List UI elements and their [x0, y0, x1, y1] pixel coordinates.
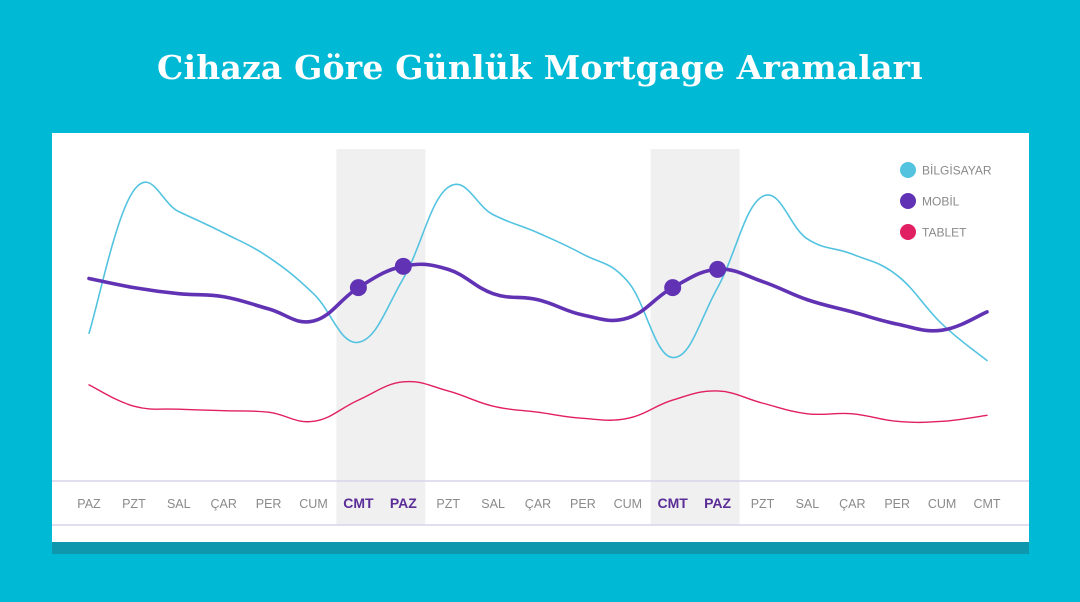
series-line-bilgisayar — [88, 181, 988, 362]
x-tick-label: CMT — [343, 495, 374, 511]
x-tick-label: ÇAR — [839, 497, 865, 511]
x-tick-label: PAZ — [704, 495, 731, 511]
x-tick-label: PZT — [436, 497, 460, 511]
legend-swatch — [900, 193, 916, 209]
x-tick-label: PZT — [122, 497, 146, 511]
weekend-highlight-band — [650, 149, 740, 525]
x-tick-label: CUM — [928, 497, 956, 511]
legend-label: TABLET — [922, 226, 967, 240]
chart-title: Cihaza Göre Günlük Mortgage Aramaları — [157, 48, 923, 87]
x-tick-label: PER — [884, 497, 910, 511]
legend-swatch — [900, 162, 916, 178]
x-tick-label: ÇAR — [525, 497, 551, 511]
x-tick-label: PER — [256, 497, 282, 511]
x-tick-label: CUM — [299, 497, 327, 511]
legend-label: BİLGİSAYAR — [922, 164, 992, 178]
series-line-tablet — [88, 380, 988, 424]
x-tick-label: PAZ — [77, 497, 101, 511]
chart-card — [52, 133, 1029, 542]
x-tick-label: ÇAR — [210, 497, 236, 511]
data-point-marker — [664, 279, 682, 297]
series-line-mobil — [87, 262, 989, 333]
data-point-marker — [394, 257, 412, 275]
x-tick-label: CMT — [658, 495, 689, 511]
x-tick-label: SAL — [796, 497, 820, 511]
data-point-marker — [709, 260, 727, 278]
x-tick-label: CMT — [973, 497, 1000, 511]
x-tick-label: SAL — [167, 497, 191, 511]
data-point-marker — [349, 279, 367, 297]
chart-card-footer — [52, 542, 1029, 554]
x-tick-label: PER — [570, 497, 596, 511]
x-tick-label: CUM — [614, 497, 642, 511]
x-tick-label: PZT — [751, 497, 775, 511]
x-tick-label: PAZ — [390, 495, 417, 511]
legend-label: MOBİL — [922, 195, 960, 209]
legend-swatch — [900, 224, 916, 240]
weekend-highlight-band — [336, 149, 426, 525]
x-tick-label: SAL — [481, 497, 505, 511]
